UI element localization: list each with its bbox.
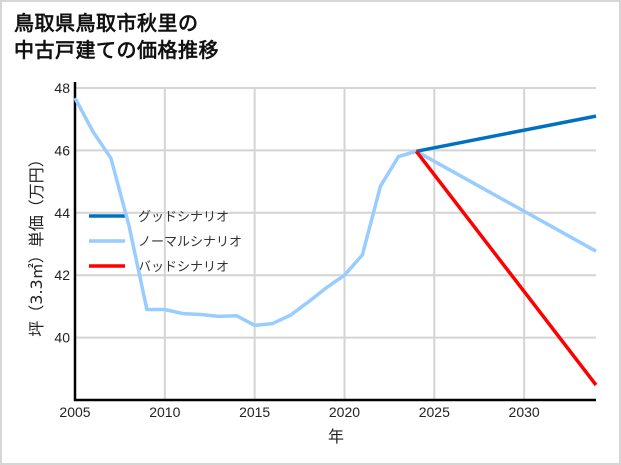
x-tick-label: 2010 — [149, 404, 180, 420]
series-line-1 — [73, 97, 597, 328]
y-tick-label: 42 — [54, 267, 70, 283]
y-axis-title: 坪（3.3㎡）単価（万円） — [27, 151, 46, 336]
axes — [73, 82, 596, 402]
x-tick-label: 2030 — [509, 404, 540, 420]
x-axis-title: 年 — [328, 427, 344, 446]
legend-label: ノーマルシナリオ — [138, 235, 242, 250]
x-tick-label: 2015 — [239, 404, 270, 420]
y-tick-label: 44 — [54, 205, 70, 221]
series-line-2 — [414, 150, 598, 387]
x-tick-label: 2025 — [419, 404, 450, 420]
x-axis-ticks: 2005 2010 2015 2020 2025 2030 — [59, 404, 539, 420]
y-axis-ticks: 40 42 44 46 48 — [54, 80, 70, 346]
chart-title: 鳥取県鳥取市秋里の 中古戸建ての価格推移 — [14, 10, 219, 64]
series-line-0 — [415, 114, 597, 154]
y-tick-label: 46 — [54, 142, 70, 158]
series-lines — [73, 97, 598, 387]
x-tick-label: 2020 — [329, 404, 360, 420]
legend-label: バッドシナリオ — [138, 260, 229, 275]
chart-title-line-2: 中古戸建ての価格推移 — [14, 38, 219, 62]
chart-title-line-1: 鳥取県鳥取市秋里の — [14, 11, 199, 35]
y-tick-label: 48 — [54, 80, 70, 96]
x-tick-label: 2005 — [59, 404, 90, 420]
gridlines — [75, 87, 596, 400]
legend-label: グッドシナリオ — [138, 210, 229, 225]
y-tick-label: 40 — [54, 330, 70, 346]
